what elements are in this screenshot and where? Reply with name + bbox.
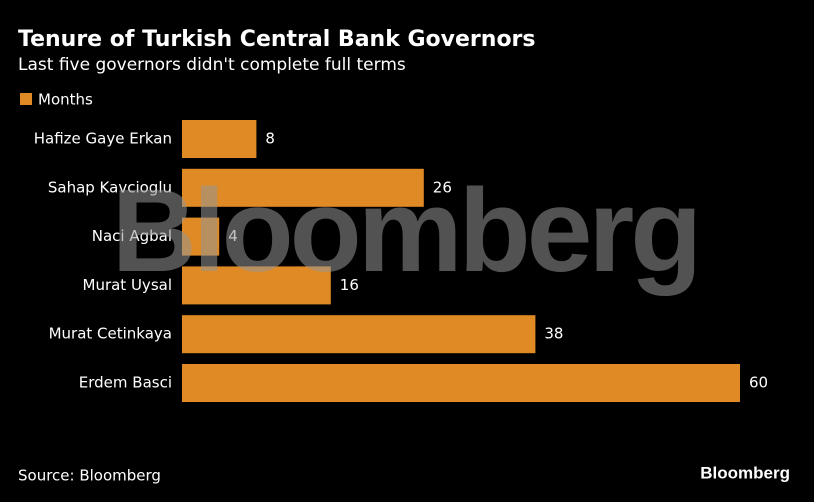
value-label: 26 bbox=[433, 178, 452, 196]
bar bbox=[182, 266, 331, 305]
y-tick-label: Naci Agbal bbox=[92, 227, 172, 245]
source: Source: Bloomberg bbox=[18, 467, 161, 485]
value-label: 4 bbox=[228, 227, 238, 245]
watermark: Bloomberg bbox=[112, 165, 699, 297]
bar bbox=[182, 168, 424, 207]
chart-title: Tenure of Turkish Central Bank Governors bbox=[18, 27, 536, 52]
bar bbox=[182, 217, 220, 256]
logo: Bloomberg bbox=[700, 463, 790, 482]
value-label: 16 bbox=[340, 276, 359, 294]
bar bbox=[182, 315, 536, 354]
y-tick-label: Hafize Gaye Erkan bbox=[34, 130, 172, 148]
bar bbox=[182, 120, 257, 158]
legend-swatch bbox=[20, 93, 32, 105]
y-tick-label: Erdem Basci bbox=[79, 374, 172, 392]
y-tick-label: Murat Uysal bbox=[83, 276, 173, 294]
value-label: 8 bbox=[265, 130, 275, 148]
value-label: 60 bbox=[749, 374, 768, 392]
bar bbox=[182, 364, 740, 402]
value-label: 38 bbox=[544, 325, 563, 343]
y-tick-label: Murat Cetinkaya bbox=[49, 325, 172, 343]
chart-subtitle: Last five governors didn't complete full… bbox=[18, 55, 406, 75]
legend-label: Months bbox=[38, 91, 93, 109]
y-tick-label: Sahap Kavcioglu bbox=[48, 178, 172, 196]
